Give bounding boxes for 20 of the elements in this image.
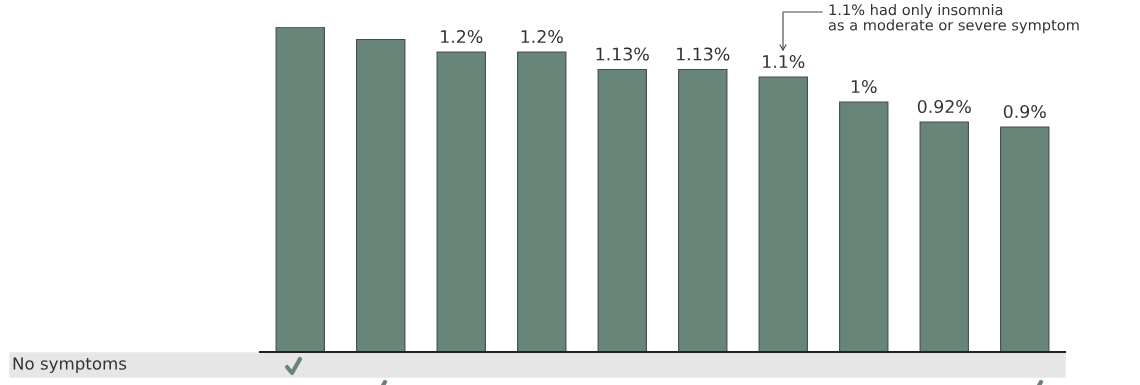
data-label: 1.2% [521, 29, 563, 44]
data-label: 1.1% [763, 54, 805, 69]
data-label: 1.13% [677, 47, 730, 61]
annotation: 1.1% had only insomnia as a moderate or severe symptom [828, 4, 1079, 34]
data-label: 0.9% [1003, 104, 1046, 119]
bar [758, 76, 808, 352]
data-label: 1.13% [596, 47, 649, 61]
bar [356, 38, 406, 352]
bar [517, 51, 567, 352]
bar [678, 68, 728, 352]
data-label: 0.92% [917, 99, 971, 114]
bar [1000, 126, 1050, 352]
data-label: 1% [851, 79, 877, 94]
text: No symptoms [13, 357, 127, 374]
data-label: 1.2% [441, 29, 483, 44]
bar [597, 68, 647, 352]
bar [275, 27, 325, 352]
bar [839, 101, 889, 352]
bar [919, 121, 969, 352]
bar [436, 51, 486, 352]
